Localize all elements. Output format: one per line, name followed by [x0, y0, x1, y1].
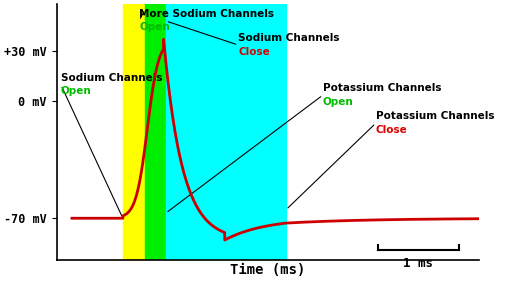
Text: Open: Open: [322, 97, 353, 107]
Text: Potassium Channels: Potassium Channels: [322, 83, 440, 93]
Text: Open: Open: [61, 87, 91, 96]
Text: Sodium Channels: Sodium Channels: [238, 33, 339, 44]
Text: Close: Close: [375, 125, 407, 135]
Text: Sodium Channels: Sodium Channels: [61, 73, 162, 83]
X-axis label: Time (ms): Time (ms): [230, 263, 305, 277]
Text: Potassium Channels: Potassium Channels: [375, 112, 493, 121]
Bar: [165, 4, 285, 260]
Text: Open: Open: [139, 22, 170, 33]
Text: Close: Close: [238, 47, 270, 57]
Bar: [123, 4, 145, 260]
Text: 1 ms: 1 ms: [402, 257, 432, 270]
Text: More Sodium Channels: More Sodium Channels: [139, 9, 274, 19]
Bar: [145, 4, 165, 260]
